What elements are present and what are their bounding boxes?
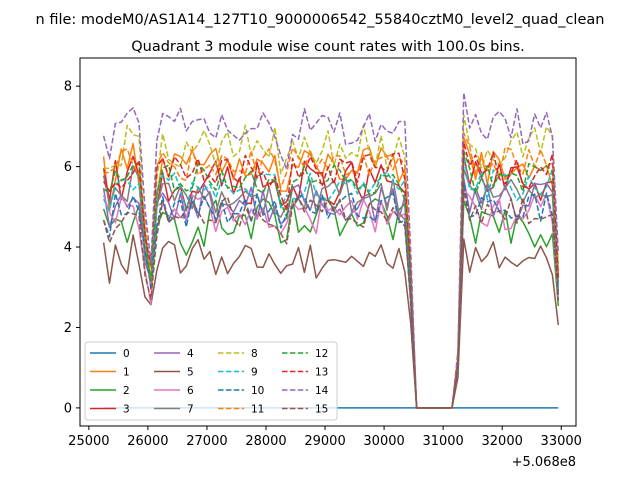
legend-label-4: 4 [187,348,194,360]
legend-label-11: 11 [251,404,264,416]
x-tick-label: 30000 [363,434,404,449]
series-line-6 [102,188,560,409]
legend-label-10: 10 [251,385,264,397]
series-line-15 [102,188,560,409]
figure-suptitle: n file: modeM0/AS1A14_127T10_9000006542_… [36,12,605,28]
legend-label-2: 2 [123,385,130,397]
x-tick-label: 33000 [541,434,582,449]
legend-label-1: 1 [123,367,130,379]
legend-label-13: 13 [315,367,328,379]
legend-label-3: 3 [123,404,130,416]
legend-box [84,341,338,421]
series-line-13 [102,141,560,409]
chart-title: Quadrant 3 module wise count rates with … [131,39,525,55]
y-tick-label: 4 [64,241,72,256]
series-line-11 [103,132,560,409]
series-line-7 [102,165,560,409]
legend-label-0: 0 [123,348,130,360]
legend-label-6: 6 [187,385,194,397]
x-axis-offset-label: +5.068e8 [512,455,576,470]
legend-label-14: 14 [315,385,329,397]
x-tick-label: 29000 [304,434,345,449]
series-line-4 [102,177,560,409]
legend-label-12: 12 [315,348,328,360]
x-tick-label: 31000 [422,434,463,449]
series-line-12 [103,150,560,409]
x-tick-label: 32000 [482,434,523,449]
plot-lines [102,91,560,409]
series-line-2 [102,198,560,409]
x-axis: 25000 26000 27000 28000 29000 30000 31000 32000… [68,426,582,449]
y-tick-label: 8 [64,80,72,95]
series-line-14 [102,91,560,409]
x-tick-label: 27000 [186,434,227,449]
legend-label-5: 5 [187,367,194,379]
series-line-10 [102,181,560,409]
legend-label-7: 7 [187,404,194,416]
legend-label-9: 9 [251,367,258,379]
x-tick-label: 25000 [68,434,109,449]
series-line-8 [103,114,560,409]
y-axis: 0 2 4 6 8 [64,80,80,416]
x-tick-label: 26000 [127,434,168,449]
y-tick-label: 6 [64,160,72,175]
axes-frame [79,57,577,427]
y-tick-label: 0 [64,401,72,416]
x-tick-label: 28000 [245,434,286,449]
legend-label-15: 15 [315,404,328,416]
series-line-5 [102,234,560,409]
legend-label-8: 8 [251,348,258,360]
y-tick-label: 2 [64,321,72,336]
